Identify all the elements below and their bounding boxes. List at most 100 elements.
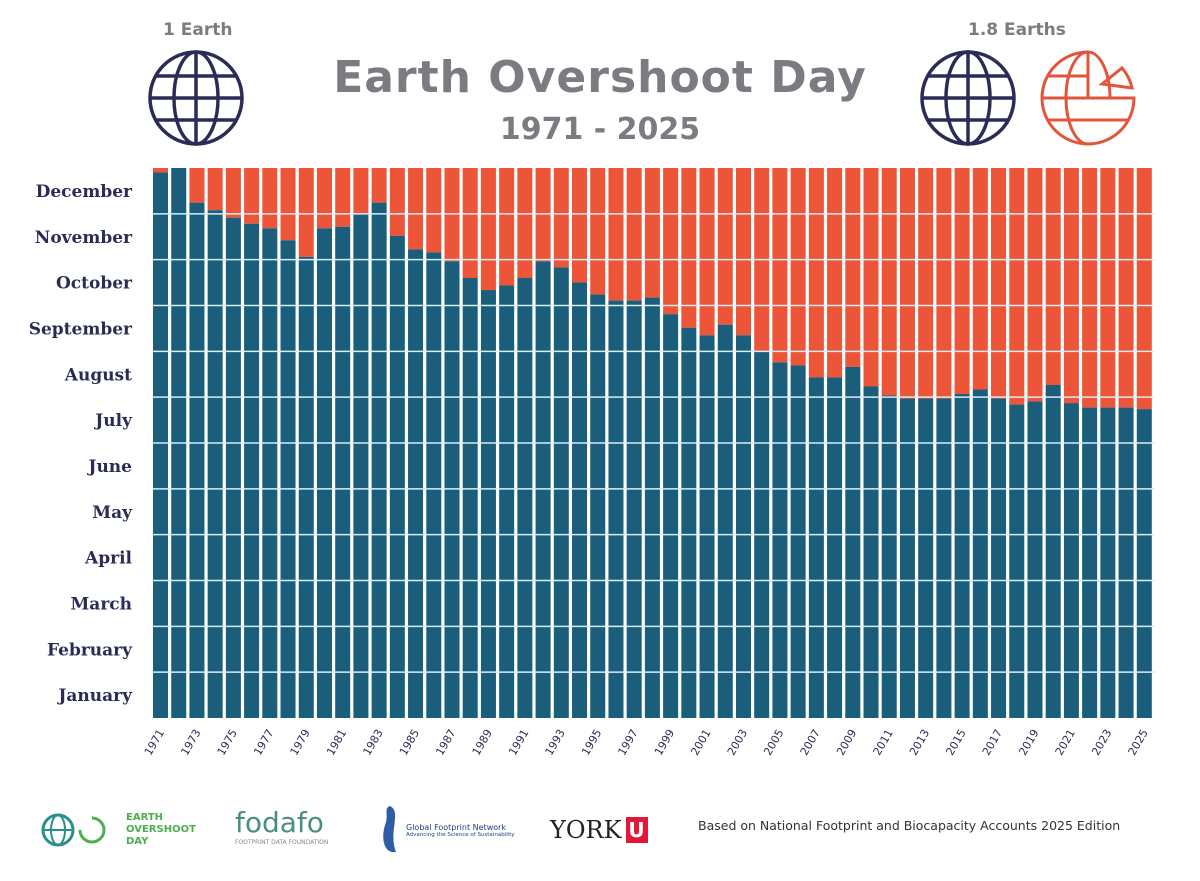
globe-icon [148,50,244,146]
bar-2012 [899,398,915,718]
bar-2014 [936,398,952,718]
bar-1989 [480,290,496,718]
x-tick-label: 1979 [288,727,313,758]
y-tick-label: March [70,594,132,614]
overshoot-bar-2010 [863,168,879,387]
overshoot-bar-1995 [590,168,606,295]
source-note: Based on National Footprint and Biocapac… [698,818,1121,833]
bar-1978 [280,240,296,718]
overshoot-bar-1977 [262,168,278,229]
earth-overshoot-day-logo: EARTH OVERSHOOT DAY [40,800,206,860]
x-tick-label: 2017 [980,727,1005,758]
overshoot-bar-1983 [371,168,387,203]
overshoot-bar-2015 [954,168,970,395]
overshoot-bar-1986 [426,168,442,253]
logo-subtext: Advancing the Science of Sustainability [406,831,515,838]
x-tick-label: 2023 [1089,727,1114,758]
bar-1998 [644,297,660,718]
bar-1982 [353,213,369,718]
overshoot-bar-2017 [991,168,1007,399]
overshoot-bar-2002 [717,168,733,325]
overshoot-bar-2014 [936,168,952,399]
overshoot-bar-1976 [244,168,260,224]
bar-1979 [298,256,314,718]
x-tick-label: 1987 [433,727,458,758]
bar-1987 [444,261,460,718]
bar-2022 [1082,407,1098,718]
bar-1999 [663,314,679,718]
bar-1992 [535,261,551,718]
x-tick-label: 1975 [215,727,240,758]
overshoot-bar-2003 [735,168,751,336]
overshoot-bar-2005 [772,168,788,363]
x-tick-label: 1997 [616,727,641,758]
overshoot-bar-1984 [389,168,405,236]
bar-1991 [517,278,533,718]
overshoot-bar-1989 [480,168,496,291]
x-tick-label: 2007 [798,727,823,758]
bar-1993 [553,267,569,718]
overshoot-bar-1982 [353,168,369,214]
bar-2005 [772,362,788,718]
overshoot-bar-1980 [316,168,332,229]
x-tick-label: 2005 [761,727,786,758]
overshoot-bar-1997 [626,168,642,301]
overshoot-bar-2007 [808,168,824,378]
bar-2021 [1063,403,1079,718]
overshoot-bar-1974 [207,168,223,211]
overshoot-bar-1992 [535,168,551,262]
y-tick-label: July [93,411,133,431]
bar-1994 [572,282,588,718]
bar-1975 [225,217,241,719]
logo-text: Global Footprint Network [406,822,507,832]
bar-2013 [918,398,934,718]
overshoot-bar-1999 [663,168,679,315]
overshoot-bar-1987 [444,168,460,262]
earths-needed-label: 1.8 Earths [968,20,1066,40]
x-tick-label: 2003 [725,727,750,758]
bar-2006 [790,365,806,718]
overshoot-bar-1991 [517,168,533,278]
overshoot-bar-1975 [225,168,241,218]
bar-1976 [244,223,260,718]
bar-1986 [426,252,442,719]
bar-2011 [881,395,897,718]
bar-2000 [681,327,697,718]
york-u-mark: U [625,817,648,843]
overshoot-bar-1993 [553,168,569,268]
y-tick-label: February [47,640,133,660]
bar-2025 [1136,409,1152,718]
bar-2023 [1100,407,1116,718]
overshoot-bar-2025 [1136,168,1152,410]
x-tick-label: 1977 [251,727,276,758]
logo-text: EARTH OVERSHOOT DAY [126,812,196,847]
y-tick-label: August [64,365,132,385]
overshoot-bar-1998 [644,168,660,298]
overshoot-bar-1979 [298,168,314,257]
bar-1980 [316,228,332,718]
x-tick-label: 2013 [907,727,932,758]
bar-2002 [717,324,733,718]
overshoot-bar-2001 [699,168,715,336]
bar-2008 [827,377,843,718]
bar-1997 [626,300,642,718]
overshoot-bar-1981 [335,168,351,227]
x-tick-label: 1981 [324,727,349,758]
overshoot-bar-2018 [1009,168,1025,405]
bar-2007 [808,377,824,718]
x-tick-label: 1985 [397,727,422,758]
bar-2017 [991,398,1007,718]
overshoot-bar-1973 [189,168,205,203]
bar-2019 [1027,401,1043,718]
bar-2001 [699,335,715,718]
logo-text: fodafo [235,806,324,839]
overshoot-bar-2016 [972,168,988,390]
globe-icon [920,50,1016,146]
y-tick-label: May [92,503,133,523]
y-tick-label: November [35,228,133,248]
x-tick-label: 2011 [871,727,896,758]
bar-2009 [845,366,861,718]
x-tick-label: 2015 [943,727,968,758]
bar-1983 [371,202,387,718]
